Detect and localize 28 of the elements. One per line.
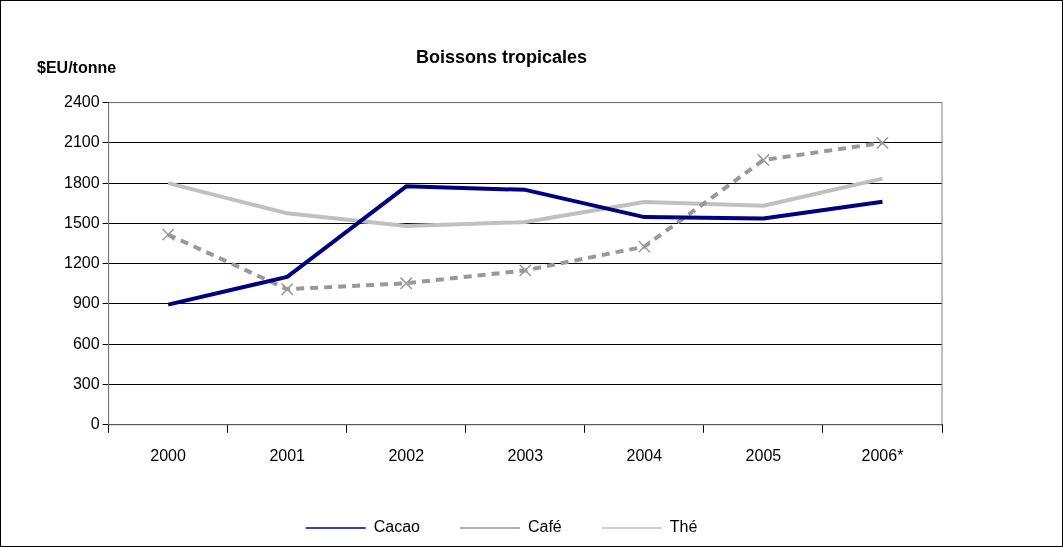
y-tick-label: 300 [72, 374, 100, 392]
legend-label: Cacao [373, 518, 421, 536]
y-tick-label: 1500 [64, 213, 100, 231]
point [876, 136, 889, 150]
y-tick-label: 1200 [64, 254, 100, 272]
point [757, 153, 770, 167]
y-tick-label: 600 [72, 334, 100, 352]
x-tick-label: 2000 [150, 446, 187, 464]
y-tick-label: 0 [90, 415, 100, 433]
point [637, 240, 651, 254]
point [399, 276, 413, 290]
legend-label: Thé [669, 518, 698, 536]
x-tick-label: 2001 [269, 446, 306, 464]
point [161, 228, 175, 241]
x-tick-label: 2004 [626, 446, 663, 464]
x-tick-label: 2005 [745, 446, 782, 464]
y-tick-label: 1800 [64, 173, 100, 191]
y-tick-label: 2100 [64, 133, 100, 151]
chart-title: Boissons tropicales [415, 46, 588, 67]
x-tick-label: 2003 [507, 446, 544, 464]
y-axis-title: $EU/tonne [37, 59, 117, 77]
point [518, 264, 532, 277]
x-tick-label: 2002 [388, 446, 425, 464]
point [280, 282, 294, 296]
y-tick-label: 900 [72, 294, 100, 312]
legend-label: Café [527, 518, 562, 536]
x-tick-label: 2006* [861, 446, 904, 464]
y-tick-label: 2400 [64, 93, 100, 111]
